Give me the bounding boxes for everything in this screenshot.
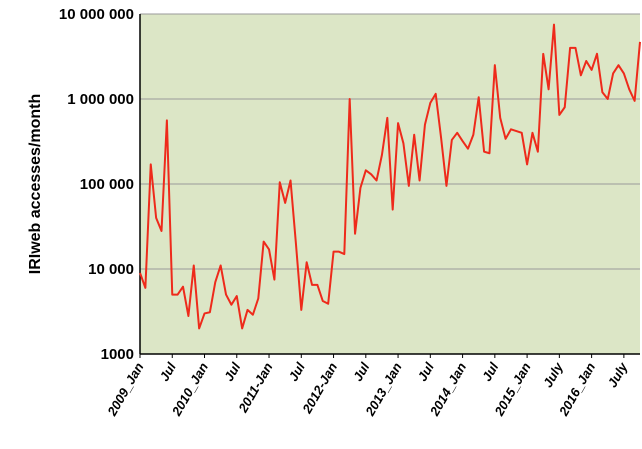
- x-tick-label: July: [540, 359, 566, 390]
- x-tick-label: 2009_Jan: [104, 360, 147, 419]
- y-tick-label: 1 000 000: [67, 91, 134, 108]
- x-tick-label: Jul: [350, 360, 373, 384]
- y-tick-label: 10 000 000: [59, 6, 134, 23]
- x-tick-label: July: [604, 359, 630, 390]
- x-tick-label: Jul: [415, 360, 438, 384]
- y-axis-title: IRIweb accesses/month: [27, 94, 44, 275]
- x-tick-label: Jul: [221, 360, 244, 384]
- x-tick-label: Jul: [285, 360, 308, 384]
- data-line: [139, 23, 641, 330]
- y-tick-label: 100 000: [80, 176, 134, 193]
- x-tick-label: Jul: [156, 360, 179, 384]
- y-tick-label: 10 000: [88, 261, 134, 278]
- x-tick-label: Jul: [479, 360, 502, 384]
- y-tick-label: 1000: [101, 346, 134, 363]
